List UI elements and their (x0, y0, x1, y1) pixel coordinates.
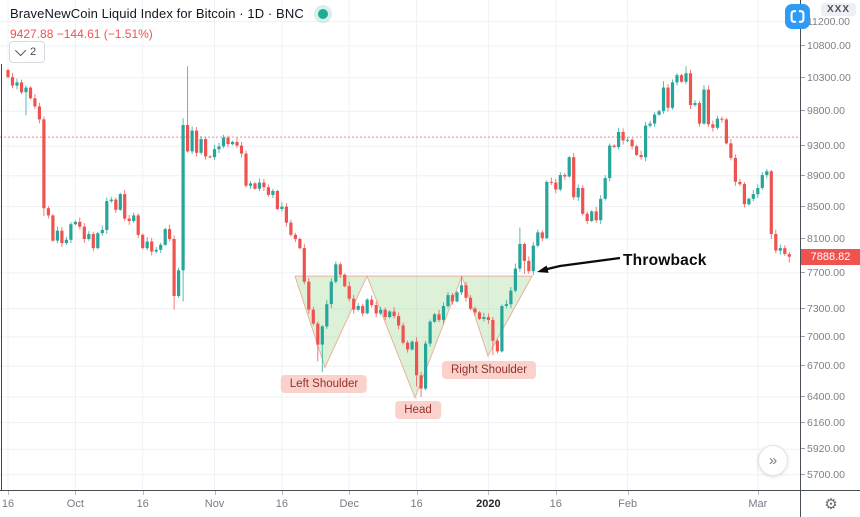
price-tick-label: 5700.00 (801, 469, 860, 481)
time-tick-mark (349, 491, 351, 495)
symbol-title[interactable]: BraveNewCoin Liquid Index for Bitcoin · … (10, 6, 304, 21)
axis-settings-corner: ⚙ (800, 490, 860, 517)
left-crop-border (1, 64, 2, 517)
chevron-down-icon (14, 44, 27, 57)
price-tick-label: 5920.00 (801, 443, 860, 455)
price-tick-label: 8500.00 (801, 201, 860, 213)
price-tick-label: 6160.00 (801, 417, 860, 429)
price-tick-label: 8900.00 (801, 170, 860, 182)
time-tick-mark (416, 491, 418, 495)
time-tick-label: 16 (549, 498, 562, 510)
candles-back-counter-button[interactable]: 2 (9, 41, 45, 63)
price-tick-label: 7300.00 (801, 303, 860, 315)
time-tick-label: 16 (1, 498, 15, 510)
price-tick-label: 9300.00 (801, 140, 860, 152)
time-tick-label: Oct (66, 498, 84, 510)
pattern-label-right-shoulder[interactable]: Right Shoulder (441, 361, 537, 379)
ticker-badge: XXX (821, 3, 857, 16)
price-tick-label: 7000.00 (801, 331, 860, 343)
chart-area[interactable]: BraveNewCoin Liquid Index for Bitcoin · … (0, 0, 800, 490)
price-tick-label: 7700.00 (801, 267, 860, 279)
time-tick-label: Feb (618, 498, 638, 510)
price-tick-label: 8100.00 (801, 233, 860, 245)
candles (6, 66, 791, 397)
throwback-arrowhead (537, 265, 549, 273)
time-tick-mark (555, 491, 557, 495)
throwback-arrow (542, 256, 621, 272)
last-price-tag: 7888.82 (801, 249, 860, 265)
time-tick-label: Nov (204, 498, 225, 510)
time-tick-label: Mar (748, 498, 768, 510)
price-tick-label: 10300.00 (801, 72, 860, 84)
price-tick-label: 6700.00 (801, 360, 860, 372)
time-tick-mark (75, 491, 77, 495)
gear-icon[interactable]: ⚙ (824, 495, 838, 513)
time-tick-label: 16 (136, 498, 149, 510)
screenshot-button[interactable] (785, 4, 810, 29)
double-chevron-right-icon: » (768, 451, 778, 469)
price-tick-label: 6400.00 (801, 391, 860, 403)
focus-brackets-icon (785, 4, 810, 29)
time-tick-label: 2020 (476, 498, 501, 510)
time-tick-label: 16 (275, 498, 288, 510)
scroll-to-latest-button[interactable]: » (758, 445, 788, 476)
chart-legend: BraveNewCoin Liquid Index for Bitcoin · … (10, 5, 328, 41)
market-status-dot-icon (317, 9, 328, 19)
time-tick-label: 16 (410, 498, 423, 510)
time-tick-mark (627, 491, 629, 495)
time-tick-mark (488, 491, 490, 495)
time-axis[interactable]: 16 Oct 16 Nov 16 Dec 16 2020 16 Feb Mar (0, 490, 800, 517)
pattern-label-head[interactable]: Head (395, 401, 441, 419)
pattern-label-left-shoulder[interactable]: Left Shoulder (280, 375, 368, 393)
time-tick-label: Dec (339, 498, 360, 510)
price-axis[interactable]: XXX 7888.82 11200.00 10800.00 10300.00 9800… (800, 0, 860, 490)
time-tick-mark (281, 491, 283, 495)
time-tick-mark (142, 491, 144, 495)
time-tick-mark (8, 491, 9, 495)
time-tick-mark (214, 491, 216, 495)
legend-price-change: 9427.88 −144.61 (−1.51%) (10, 27, 153, 41)
counter-value: 2 (29, 46, 37, 58)
price-tick-label: 10800.00 (801, 40, 860, 52)
time-tick-mark (757, 491, 759, 495)
head-shoulders-pattern (294, 274, 533, 400)
price-tick-label: 9800.00 (801, 105, 860, 117)
throwback-annotation-text[interactable]: Throwback (623, 252, 707, 269)
